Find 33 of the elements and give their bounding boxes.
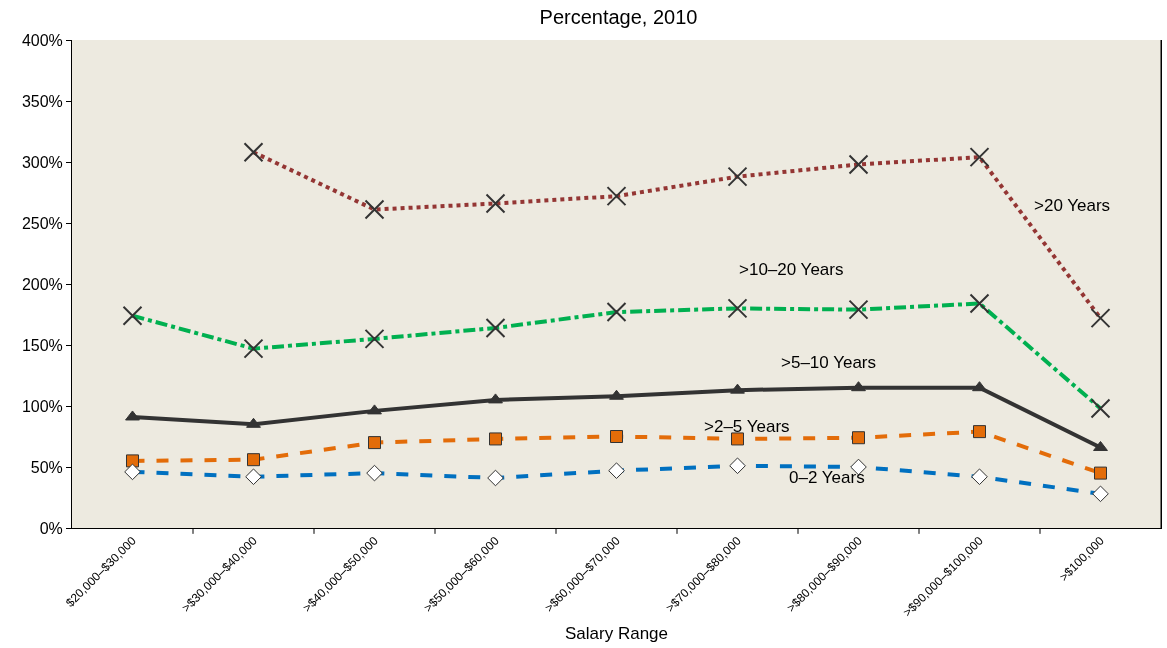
point bbox=[852, 431, 865, 445]
point bbox=[610, 430, 623, 443]
point bbox=[973, 425, 986, 439]
series-label: 0–2 Years bbox=[789, 468, 865, 487]
point bbox=[731, 432, 744, 446]
y-tick-label: 100% bbox=[21, 397, 63, 415]
y-tick-label: 150% bbox=[21, 336, 63, 354]
point bbox=[1094, 466, 1107, 480]
y-tick-label: 250% bbox=[21, 214, 63, 232]
point bbox=[609, 389, 624, 400]
y-tick-label: 200% bbox=[21, 275, 63, 293]
y-tick-label: 350% bbox=[21, 92, 63, 110]
x-axis-title: Salary Range bbox=[564, 623, 669, 643]
series-label: >10–20 Years bbox=[739, 260, 844, 279]
point bbox=[851, 381, 866, 392]
chart-title: Percentage, 2010 bbox=[539, 5, 698, 28]
y-tick-label: 300% bbox=[21, 153, 63, 171]
point bbox=[489, 432, 502, 446]
point bbox=[125, 410, 140, 421]
y-tick-label: 50% bbox=[30, 458, 63, 476]
point bbox=[368, 436, 381, 450]
point bbox=[247, 453, 260, 467]
y-tick-label: 400% bbox=[21, 31, 63, 49]
y-tick-label: 0% bbox=[39, 519, 63, 537]
series-label: >20 Years bbox=[1034, 196, 1111, 215]
point bbox=[972, 381, 987, 392]
series-label: >2–5 Years bbox=[704, 417, 790, 436]
point bbox=[1093, 440, 1108, 451]
point bbox=[367, 404, 382, 415]
point bbox=[730, 383, 745, 394]
point bbox=[488, 393, 503, 404]
series-label: >5–10 Years bbox=[781, 353, 877, 372]
point bbox=[246, 417, 261, 428]
